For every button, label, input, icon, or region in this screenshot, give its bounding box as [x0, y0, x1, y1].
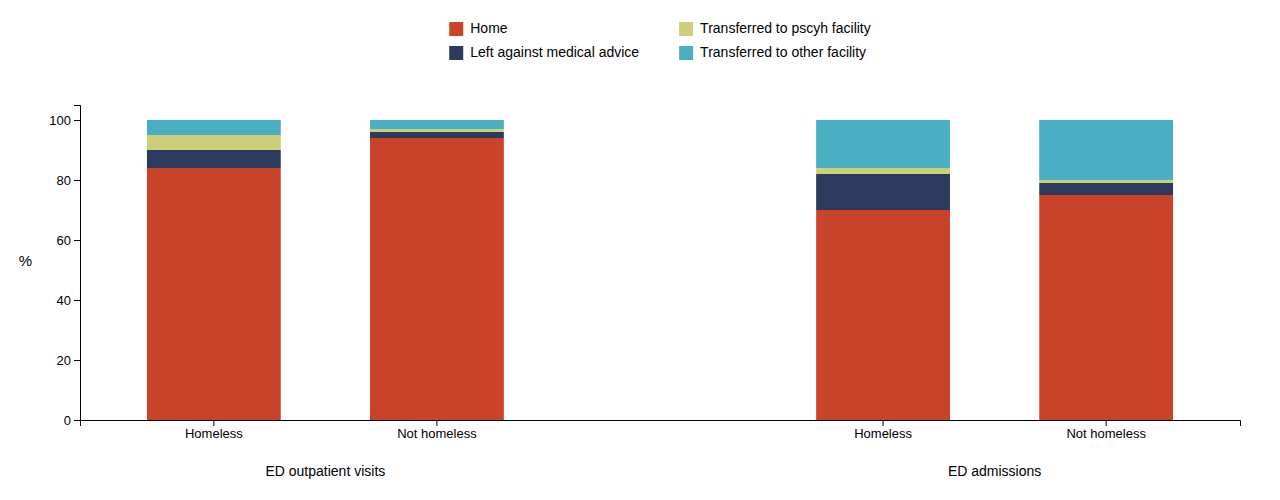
bar-segment — [1039, 195, 1173, 420]
tick-mark — [213, 420, 214, 426]
x-axis: Homeless Not homeless Homeless Not homeless — [81, 420, 1241, 441]
tick-mark — [74, 420, 80, 421]
tick-label: 80 — [57, 173, 71, 188]
chart: 020406080100HomelessNot homelessHomeless… — [0, 0, 1280, 500]
tick: 80 — [57, 173, 80, 188]
bar-segment — [1039, 183, 1173, 195]
legend-label: Home — [470, 20, 508, 36]
tick: Not homeless — [1066, 420, 1146, 441]
legend: Home Left against medical advice Transferr… — [449, 20, 871, 60]
bar-segment — [147, 135, 281, 150]
legend-item: Transferred to pscyh facility — [679, 20, 871, 36]
tick: 100 — [49, 113, 80, 128]
tick: Not homeless — [397, 420, 477, 441]
legend-label: Transferred to other facility — [700, 44, 866, 60]
axis-line — [74, 106, 81, 421]
group-label: ED outpatient visits — [265, 463, 385, 479]
tick-label: Homeless — [854, 426, 912, 441]
series — [147, 138, 1173, 420]
legend-swatch — [449, 46, 463, 60]
bar-segment — [147, 150, 281, 168]
bar-segment — [816, 210, 950, 420]
tick-mark — [74, 360, 80, 361]
tick-label: 20 — [57, 353, 71, 368]
tick: Homeless — [185, 420, 243, 441]
bar-segment — [816, 174, 950, 210]
bar-segment — [370, 138, 504, 420]
tick-mark — [74, 240, 80, 241]
bar-segment — [147, 168, 281, 420]
plot-area: 020406080100HomelessNot homelessHomeless… — [49, 106, 1240, 480]
bar-segment — [370, 132, 504, 138]
tick-label: 40 — [57, 293, 71, 308]
tick: 60 — [57, 233, 80, 248]
tick-label: 100 — [49, 113, 71, 128]
tick-label: 60 — [57, 233, 71, 248]
y-axis-label: % — [19, 252, 32, 269]
bar-segment — [370, 120, 504, 129]
tick-mark — [74, 180, 80, 181]
group-label: ED admissions — [948, 463, 1041, 479]
tick-mark — [1106, 420, 1107, 426]
series — [147, 132, 1173, 210]
bars — [147, 120, 1173, 420]
tick-label: Not homeless — [1066, 426, 1146, 441]
tick-mark — [436, 420, 437, 426]
tick: Homeless — [854, 420, 912, 441]
legend-item: Left against medical advice — [449, 44, 639, 60]
y-axis: 0 20 40 60 80 100 — [49, 106, 80, 428]
tick-label: Not homeless — [397, 426, 477, 441]
tick-mark — [74, 120, 80, 121]
bar-segment — [1039, 180, 1173, 183]
tick-label: 0 — [64, 413, 71, 428]
series — [147, 129, 1173, 183]
tick-mark — [883, 420, 884, 426]
legend-swatch — [679, 22, 693, 36]
bar-segment — [816, 120, 950, 168]
bar-segment — [147, 120, 281, 135]
legend-label: Transferred to pscyh facility — [700, 20, 871, 36]
bar-segment — [1039, 120, 1173, 180]
legend-label: Left against medical advice — [470, 44, 639, 60]
tick-mark — [74, 300, 80, 301]
tick-label: Homeless — [185, 426, 243, 441]
tick: 0 — [64, 413, 80, 428]
tick: 20 — [57, 353, 80, 368]
series — [147, 120, 1173, 180]
legend-swatch — [449, 22, 463, 36]
axis-line — [81, 421, 1241, 427]
legend-swatch — [679, 46, 693, 60]
tick: 40 — [57, 293, 80, 308]
legend-item: Transferred to other facility — [679, 44, 866, 60]
legend-item: Home — [449, 20, 508, 36]
bar-segment — [816, 168, 950, 174]
bar-segment — [370, 129, 504, 132]
